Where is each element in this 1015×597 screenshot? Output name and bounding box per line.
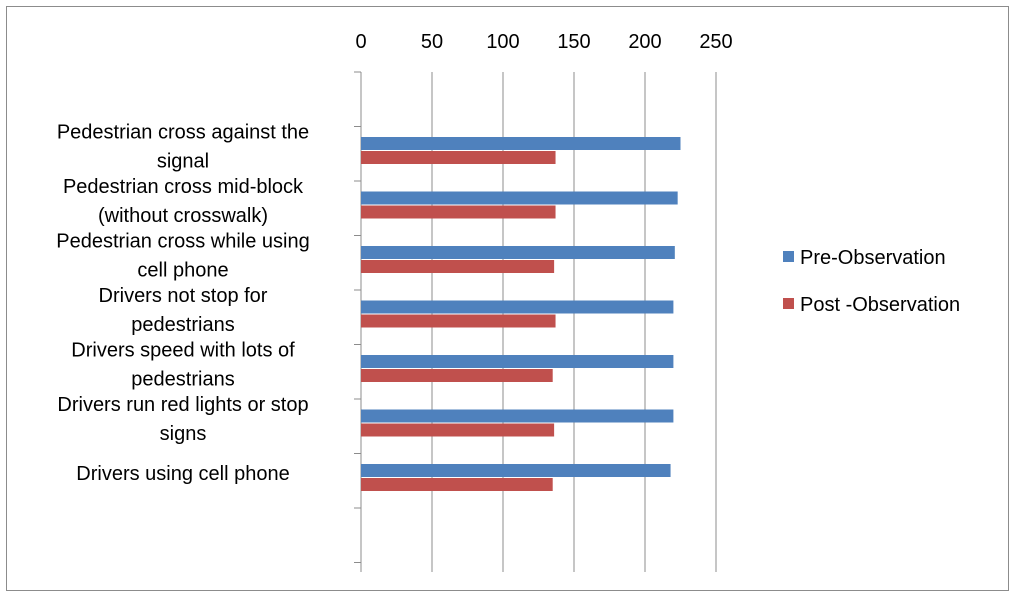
x-tick-label: 250 — [699, 31, 732, 53]
bar-post-observation — [361, 314, 556, 328]
bar-pre-observation — [361, 300, 674, 314]
category-label: Drivers using cell phone — [76, 463, 289, 485]
category-label: Pedestrian cross mid-block (without cross… — [63, 176, 304, 227]
x-tick-label: 50 — [421, 31, 443, 53]
bar-post-observation — [361, 205, 556, 219]
category-label: Pedestrian cross while using cell phone — [56, 231, 309, 282]
bar-pre-observation — [361, 355, 674, 368]
bar-post-observation — [361, 423, 555, 437]
x-tick-label: 150 — [557, 31, 590, 53]
category-label: Drivers speed with lots of pedestrians — [71, 340, 295, 391]
category-label: Drivers run red lights or stop signs — [57, 394, 308, 445]
legend-label: Pre-Observation — [800, 247, 946, 269]
bar-pre-observation — [361, 137, 681, 150]
bars — [361, 137, 681, 491]
bar-post-observation — [361, 151, 556, 164]
bar-pre-observation — [361, 191, 678, 205]
bar-post-observation — [361, 369, 553, 382]
chart-frame — [6, 6, 1009, 591]
x-axis: 0 50 100 150 200 250 — [355, 31, 732, 53]
legend-swatch — [783, 251, 794, 262]
bar-pre-observation — [361, 409, 674, 423]
category-axis: Pedestrian cross against the signalPedest… — [56, 71, 362, 572]
bar-post-observation — [361, 478, 553, 491]
category-label: Drivers not stop for pedestrians — [99, 285, 268, 336]
legend-swatch — [783, 298, 794, 309]
bar-pre-observation — [361, 464, 671, 477]
legend-label: Post -Observation — [800, 294, 960, 316]
category-label: Pedestrian cross against the signal — [57, 122, 309, 173]
x-tick-label: 100 — [486, 31, 519, 53]
legend: Pre-Observation Post -Observation — [783, 247, 960, 316]
x-tick-label: 0 — [355, 31, 366, 53]
bar-post-observation — [361, 260, 555, 273]
x-tick-label: 200 — [628, 31, 661, 53]
bar-pre-observation — [361, 246, 675, 259]
